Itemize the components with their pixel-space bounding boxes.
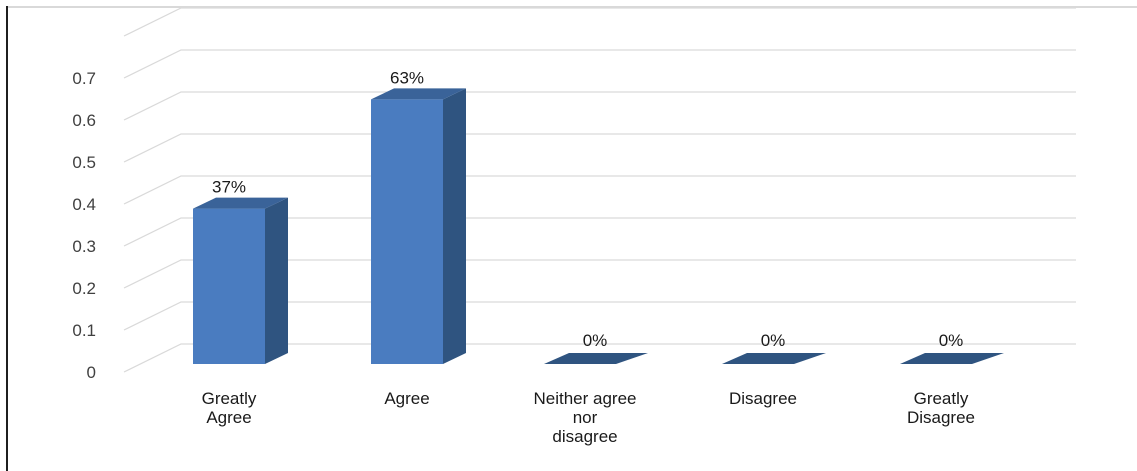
gridline bbox=[123, 49, 1076, 79]
y-tick-label: 0 bbox=[87, 363, 96, 382]
y-tick-label: 0.7 bbox=[72, 69, 96, 88]
bar bbox=[193, 197, 288, 364]
gridline bbox=[123, 217, 1076, 247]
data-label: 37% bbox=[212, 178, 246, 197]
data-label: 0% bbox=[761, 331, 786, 350]
frame-border-top bbox=[6, 6, 1137, 8]
frame-border-left bbox=[6, 6, 8, 471]
gridline bbox=[123, 91, 1076, 121]
gridlines bbox=[123, 7, 1076, 373]
y-tick-label: 0.5 bbox=[72, 153, 96, 172]
bar-top bbox=[544, 353, 648, 364]
gridline bbox=[123, 259, 1076, 289]
data-label: 63% bbox=[390, 68, 424, 87]
bar bbox=[371, 88, 466, 365]
y-tick-label: 0.2 bbox=[72, 279, 96, 298]
gridline bbox=[123, 301, 1076, 331]
bar-side bbox=[443, 88, 466, 365]
x-category-label: Neither agree nor disagree bbox=[533, 389, 636, 446]
gridline bbox=[123, 175, 1076, 205]
y-tick-label: 0.6 bbox=[72, 111, 96, 130]
x-category-label: Greatly Disagree bbox=[907, 389, 975, 427]
bar-top bbox=[193, 197, 288, 209]
gridline bbox=[123, 343, 1076, 373]
bar bbox=[900, 353, 1004, 364]
bar bbox=[544, 353, 648, 364]
y-tick-label: 0.3 bbox=[72, 237, 96, 256]
bar-front bbox=[193, 208, 265, 364]
y-tick-label: 0.4 bbox=[72, 195, 96, 214]
bar bbox=[722, 353, 826, 364]
bar-front bbox=[371, 99, 443, 365]
gridline bbox=[123, 133, 1076, 163]
x-category-label: Agree bbox=[384, 389, 429, 408]
gridline bbox=[123, 7, 1076, 37]
x-category-label: Greatly Agree bbox=[202, 389, 257, 427]
data-label: 0% bbox=[583, 331, 608, 350]
y-axis-ticks: 0 0.1 0.2 0.3 0.4 0.5 0.6 0.7 bbox=[72, 69, 96, 382]
bar-top bbox=[722, 353, 826, 364]
bar-top bbox=[371, 88, 466, 100]
x-category-label: Disagree bbox=[729, 389, 797, 408]
data-labels: 37% 63% 0% 0% 0% bbox=[212, 68, 963, 350]
bar-top bbox=[900, 353, 1004, 364]
bars bbox=[193, 88, 1004, 365]
y-tick-label: 0.1 bbox=[72, 321, 96, 340]
bar-side bbox=[265, 197, 288, 364]
data-label: 0% bbox=[939, 331, 964, 350]
x-axis-categories: Greatly Agree Agree Neither agree nor disagre… bbox=[202, 389, 975, 446]
